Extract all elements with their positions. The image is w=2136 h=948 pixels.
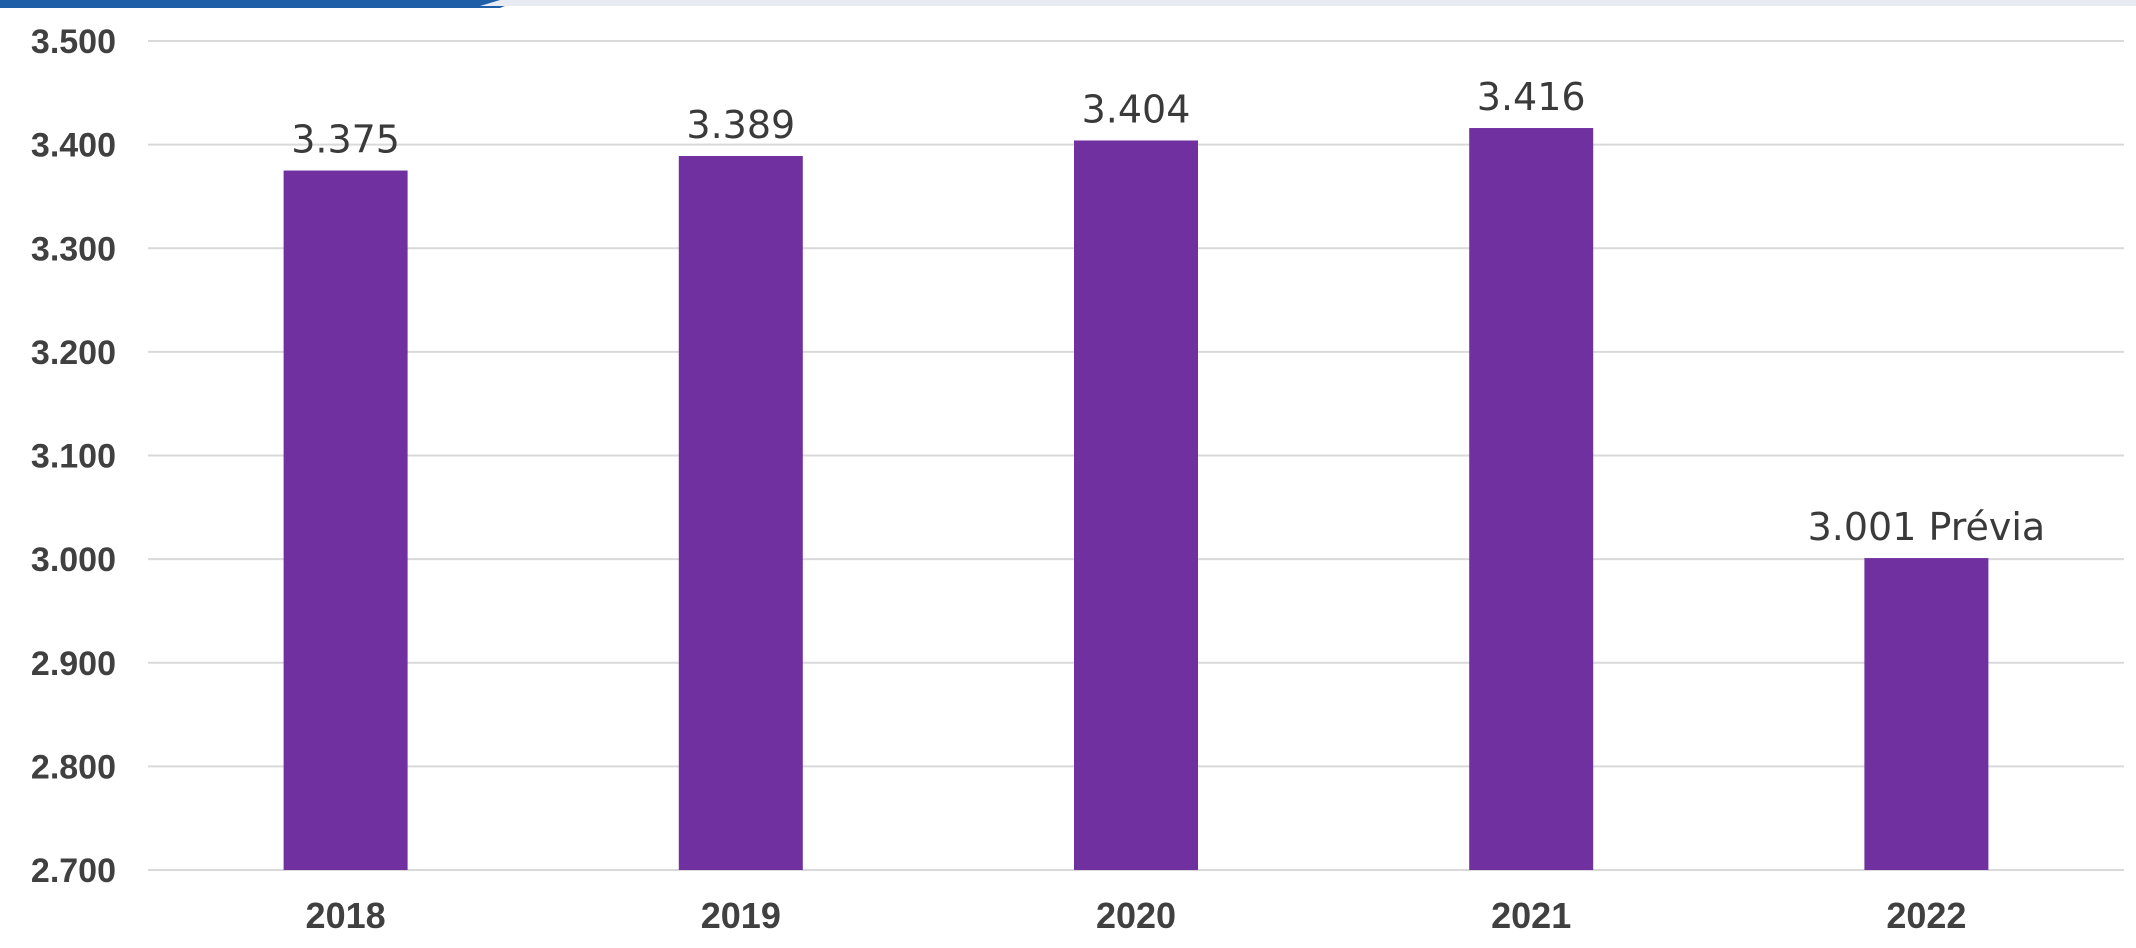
x-tick-label: 2019 [701,895,781,936]
y-tick-label: 2.800 [31,748,116,786]
y-tick-label: 3.300 [31,230,116,268]
y-tick-label: 3.400 [31,127,116,165]
data-labels: 3.375 3.389 3.404 3.416 3.001 Prévia [291,75,2045,549]
y-tick-label: 3.100 [31,438,116,476]
data-label-2019: 3.389 [686,103,795,147]
data-label-2021: 3.416 [1477,75,1586,119]
bar-2018 [283,170,408,870]
x-axis-ticks: 2018 2019 2020 2021 2022 [306,895,1967,936]
bar-2021 [1469,128,1594,871]
bar-2020 [1074,140,1198,871]
y-tick-label: 3.500 [31,23,116,61]
y-tick-label: 2.700 [31,852,116,890]
x-tick-label: 2021 [1491,895,1571,936]
y-tick-label: 3.200 [31,334,116,372]
header-accent-fade [480,0,2136,6]
y-tick-label: 3.000 [31,541,116,579]
bar-2022 [1864,558,1989,870]
x-tick-label: 2018 [306,895,386,936]
data-label-2018: 3.375 [291,118,400,162]
data-label-2020: 3.404 [1082,87,1191,131]
x-tick-label: 2020 [1096,895,1176,936]
header-accent [0,0,520,8]
y-axis-ticks: 2.700 2.800 2.900 3.000 3.100 3.200 3.300 3.400… [31,23,116,890]
data-label-2022: 3.001 Prévia [1808,505,2046,549]
bars [283,128,1989,871]
bar-2019 [678,156,803,870]
y-tick-label: 2.900 [31,645,116,683]
x-tick-label: 2022 [1886,895,1966,936]
